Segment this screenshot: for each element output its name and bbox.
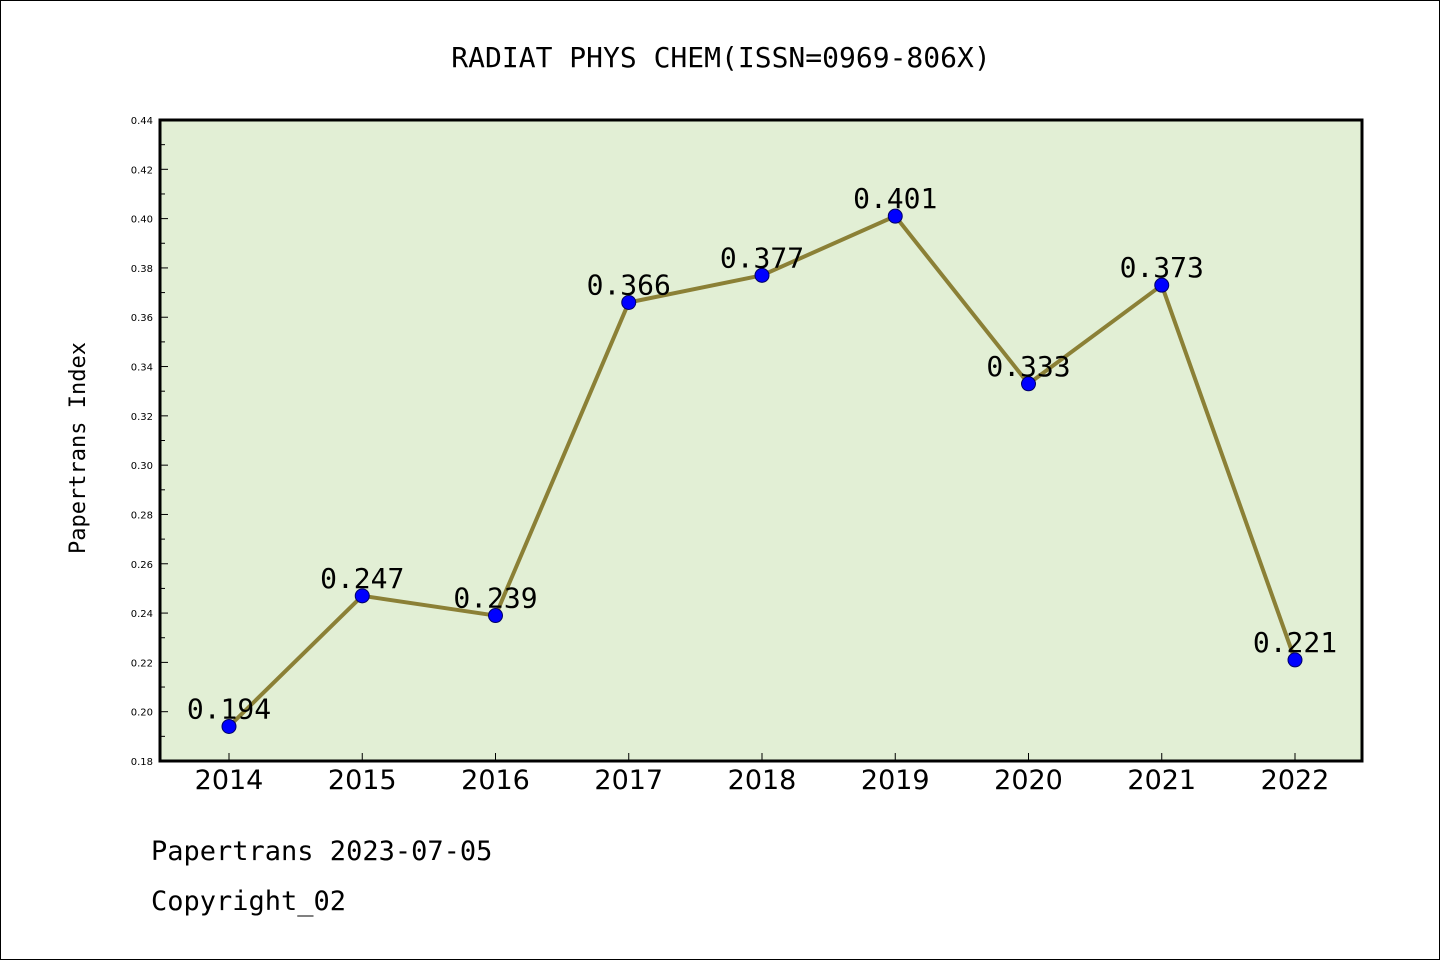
x-axis: 2014 2015 2016 2017 2018 2019 2020 2021 2022 [195, 753, 1330, 796]
x-tick-label: 2019 [861, 765, 930, 796]
x-tick-label: 2018 [728, 765, 797, 796]
x-tick-label: 2022 [1261, 765, 1330, 796]
x-tick-label: 2014 [195, 765, 264, 796]
x-tick-label: 2021 [1127, 765, 1196, 796]
data-point [354, 588, 370, 604]
y-tick-label: 0.42 [131, 165, 153, 176]
y-tick-label: 0.20 [131, 708, 153, 719]
data-point [621, 294, 637, 310]
x-tick-label: 2020 [994, 765, 1063, 796]
data-label: 0.194 [187, 692, 271, 725]
data-labels-group: 0.194 0.247 0.239 0.366 0.377 0.401 0.333 0.373… [187, 182, 1337, 725]
data-label: 0.239 [453, 582, 537, 615]
y-tick-label: 0.24 [131, 609, 153, 620]
data-label: 0.377 [720, 241, 804, 274]
data-label: 0.366 [587, 268, 671, 301]
y-axis-label: Papertrans Index [66, 342, 91, 554]
data-point [1287, 652, 1303, 668]
y-tick-label: 0.40 [131, 215, 153, 226]
y-tick-label: 0.18 [131, 757, 153, 768]
data-label: 0.333 [986, 350, 1070, 383]
y-tick-label: 0.32 [131, 412, 153, 423]
plot-area [158, 118, 1364, 763]
y-tick-label: 0.36 [131, 313, 153, 324]
footer-date-text: Papertrans 2023-07-05 [151, 836, 493, 867]
x-tick-label: 2017 [594, 765, 663, 796]
data-point [221, 718, 237, 734]
y-axis: 0.18 0.20 0.22 0.24 0.26 0.28 0.30 0.32 0.34 0.36… [131, 116, 168, 768]
y-tick-label: 0.22 [131, 658, 153, 669]
y-tick-label: 0.30 [131, 461, 153, 472]
chart-title: RADIAT PHYS CHEM(ISSN=0969-806X) [451, 41, 990, 74]
data-label: 0.247 [320, 562, 404, 595]
y-tick-label: 0.44 [131, 116, 153, 127]
data-point [754, 267, 770, 283]
y-tick-label: 0.28 [131, 510, 153, 521]
data-point [887, 208, 903, 224]
y-tick-label: 0.38 [131, 264, 153, 275]
data-point [1154, 277, 1170, 293]
series-group [221, 208, 1303, 734]
x-tick-label: 2016 [461, 765, 530, 796]
x-tick-label: 2015 [328, 765, 397, 796]
y-tick-label: 0.26 [131, 560, 153, 571]
data-point [488, 608, 503, 624]
data-label: 0.221 [1253, 626, 1337, 659]
data-label: 0.373 [1120, 251, 1204, 284]
y-tick-label: 0.34 [131, 363, 153, 374]
data-label: 0.401 [853, 182, 937, 215]
footer-copyright-text: Copyright_02 [151, 886, 347, 917]
data-point [1021, 376, 1036, 392]
